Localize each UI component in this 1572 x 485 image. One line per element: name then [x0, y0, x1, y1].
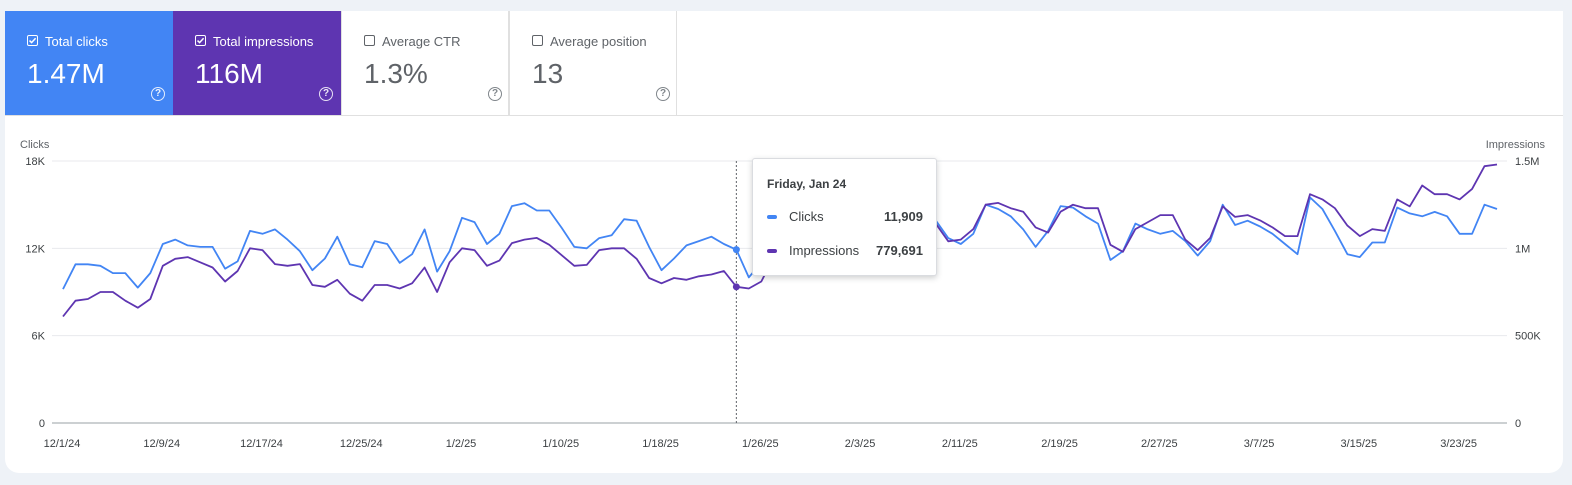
- metric-tiles: Total clicks 1.47M ? Total impressions 1…: [5, 11, 677, 116]
- metric-tile-total-clicks[interactable]: Total clicks 1.47M ?: [5, 11, 173, 116]
- tooltip-row-impressions: Impressions 779,691: [767, 243, 923, 259]
- card-top-strip: [675, 11, 1563, 51]
- y-right-tick-label: 500K: [1515, 331, 1541, 343]
- metric-label: Total clicks: [45, 34, 108, 49]
- x-tick-label: 2/3/25: [845, 438, 876, 450]
- metric-tile-average-ctr[interactable]: Average CTR 1.3% ?: [341, 11, 509, 116]
- y-right-axis-title: Impressions: [1486, 139, 1546, 151]
- hover-point-clicks: [732, 246, 740, 254]
- metric-label: Average position: [550, 34, 647, 49]
- metric-value: 13: [532, 58, 564, 89]
- x-tick-label: 12/17/24: [240, 438, 283, 450]
- y-right-tick-label: 1.5M: [1515, 156, 1539, 168]
- checkbox-checked-icon[interactable]: [195, 35, 206, 46]
- checkbox-unchecked-icon[interactable]: [364, 35, 375, 46]
- y-right-tick-label: 1M: [1515, 243, 1530, 255]
- help-icon[interactable]: ?: [656, 87, 670, 101]
- metric-value: 1.3%: [364, 58, 428, 89]
- metric-label: Total impressions: [213, 34, 314, 49]
- metric-label: Average CTR: [382, 34, 461, 49]
- x-tick-label: 1/2/25: [446, 438, 477, 450]
- tiles-divider: [5, 115, 1563, 116]
- tooltip-row-value: 779,691: [876, 243, 923, 258]
- help-icon[interactable]: ?: [151, 87, 165, 101]
- y-left-tick-label: 0: [39, 418, 45, 430]
- x-tick-label: 2/11/25: [942, 438, 978, 450]
- x-tick-label: 2/27/25: [1141, 438, 1178, 450]
- x-tick-label: 12/1/24: [44, 438, 81, 450]
- x-tick-label: 1/26/25: [742, 438, 779, 450]
- x-tick-label: 3/15/25: [1340, 438, 1377, 450]
- x-tick-label: 3/7/25: [1244, 438, 1275, 450]
- metric-tile-average-position[interactable]: Average position 13 ?: [509, 11, 677, 116]
- y-left-tick-label: 18K: [25, 156, 45, 168]
- tooltip-row-clicks: Clicks 11,909: [767, 209, 923, 225]
- y-left-tick-label: 6K: [32, 331, 46, 343]
- help-icon[interactable]: ?: [319, 87, 333, 101]
- metric-value: 116M: [195, 58, 263, 89]
- x-tick-label: 12/25/24: [340, 438, 383, 450]
- x-tick-label: 2/19/25: [1041, 438, 1078, 450]
- tooltip-row-name: Impressions: [789, 243, 860, 258]
- tooltip-row-value: 11,909: [883, 209, 923, 224]
- metric-value: 1.47M: [27, 58, 105, 89]
- y-left-axis-title: Clicks: [20, 139, 50, 151]
- tooltip-row-name: Clicks: [789, 209, 824, 224]
- x-tick-label: 1/18/25: [642, 438, 679, 450]
- checkbox-checked-icon[interactable]: [27, 35, 38, 46]
- y-right-tick-label: 0: [1515, 418, 1521, 430]
- chart-tooltip: Friday, Jan 24 Clicks 11,909 Impressions…: [752, 158, 937, 276]
- x-tick-label: 3/23/25: [1440, 438, 1477, 450]
- checkbox-unchecked-icon[interactable]: [532, 35, 543, 46]
- metric-tile-total-impressions[interactable]: Total impressions 116M ?: [173, 11, 341, 116]
- x-tick-label: 12/9/24: [143, 438, 180, 450]
- help-icon[interactable]: ?: [488, 87, 502, 101]
- x-tick-label: 1/10/25: [542, 438, 579, 450]
- clicks-swatch: [767, 215, 777, 219]
- impressions-swatch: [767, 249, 777, 253]
- hover-point-impressions: [732, 283, 740, 291]
- y-left-tick-label: 12K: [25, 243, 45, 255]
- tooltip-date: Friday, Jan 24: [767, 177, 847, 191]
